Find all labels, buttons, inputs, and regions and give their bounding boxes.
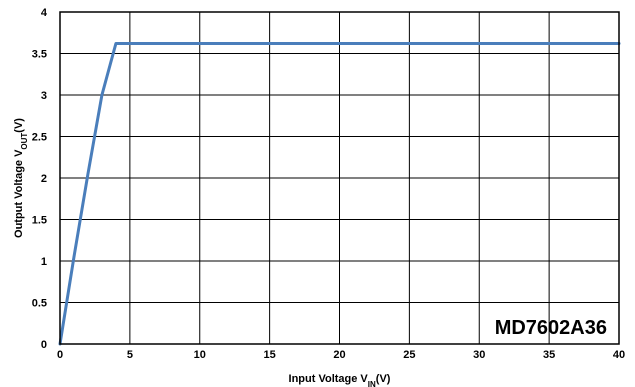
x-tick-label: 35 — [543, 349, 555, 361]
y-tick-label: 2 — [41, 173, 47, 185]
x-tick-label: 15 — [264, 349, 276, 361]
plot-frame — [59, 11, 620, 345]
y-tick-label: 1.5 — [32, 215, 47, 227]
x-tick-label: 40 — [613, 349, 625, 361]
x-tick-label: 0 — [57, 349, 63, 361]
y-tick-label: 2.5 — [32, 132, 47, 144]
x-tick-label: 10 — [194, 349, 206, 361]
x-axis-label: Input Voltage VIN(V) — [289, 373, 391, 387]
grid — [59, 11, 620, 345]
chart-annotation: MD7602A36 — [495, 317, 607, 339]
y-tick-label: 4 — [41, 7, 48, 19]
y-tick-label: 1 — [41, 256, 47, 268]
x-tick-label: 20 — [333, 349, 345, 361]
series-line — [58, 42, 621, 346]
y-tick-label: 3 — [41, 90, 47, 102]
y-tick-label: 3.5 — [32, 49, 47, 61]
y-tick-label: 0.5 — [32, 298, 47, 310]
x-tick-label: 30 — [473, 349, 485, 361]
x-tick-label: 25 — [403, 349, 415, 361]
series-layer — [58, 42, 621, 346]
x-tick-label: 5 — [127, 349, 133, 361]
y-axis-label: Output Voltage VOUT(V) — [13, 118, 29, 238]
y-tick-label: 0 — [41, 339, 47, 351]
tick-labels: 0 5 10 15 20 25 30 35 40 0 0.5 1 1.5 2 2.5 3 3.5 4 — [32, 7, 625, 361]
